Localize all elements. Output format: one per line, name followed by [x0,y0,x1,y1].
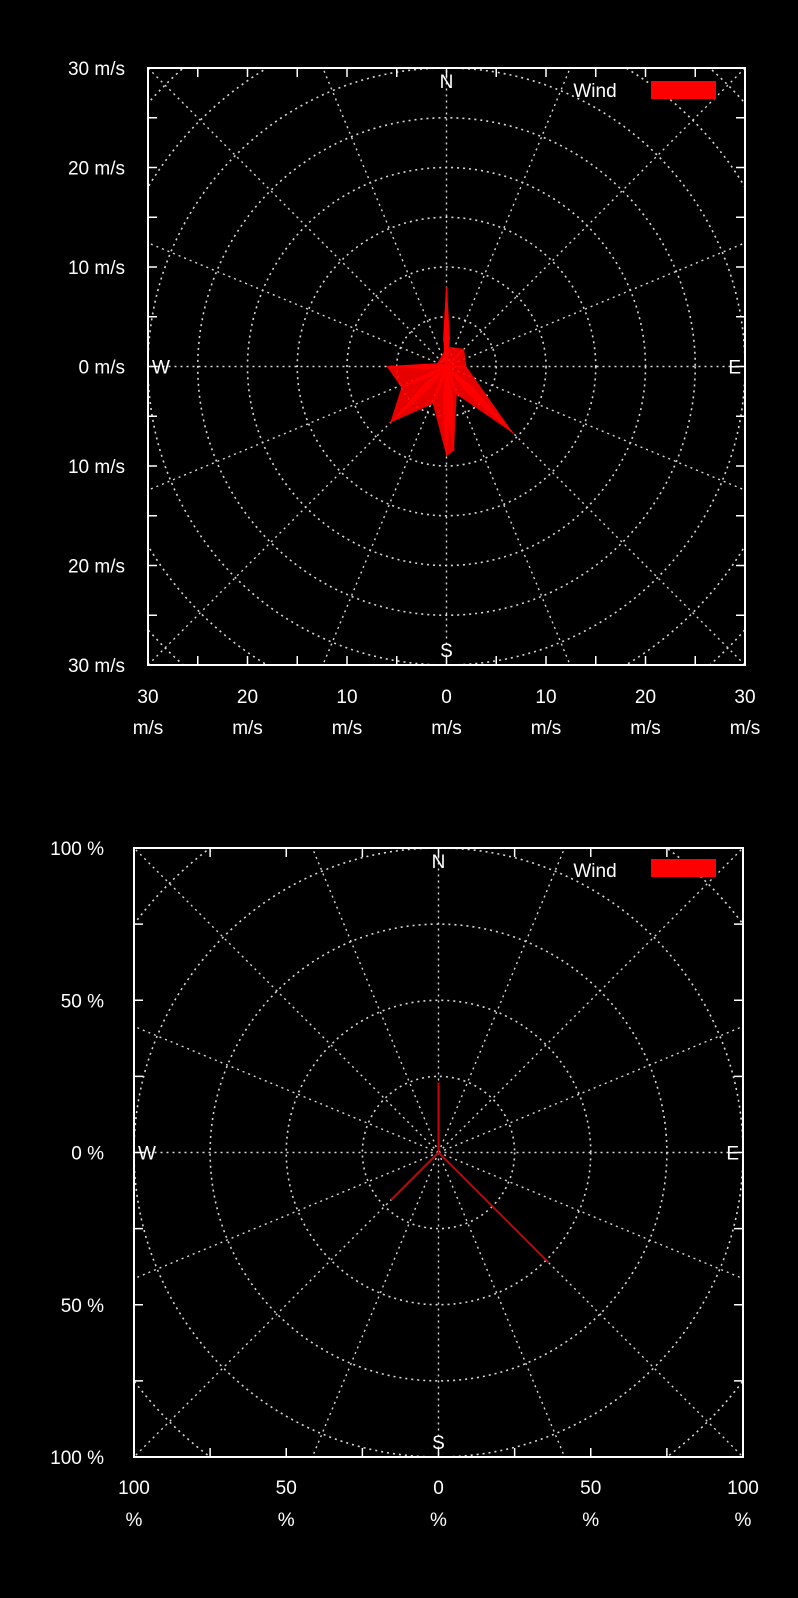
y-tick-label: 0 m/s [79,358,125,379]
x-tick-label-number: 10 [336,687,357,708]
x-tick-label-unit: % [126,1510,143,1531]
legend-label: Wind [573,81,616,102]
polar-grid [134,848,743,1457]
y-tick-label: 10 m/s [68,457,125,478]
compass-north-label: N [432,852,446,873]
grid-spoke [446,365,745,491]
y-tick-label: 100 % [50,1448,104,1469]
compass-west-label: W [152,358,170,379]
grid-spoke [445,68,571,367]
x-tick-label-unit: m/s [730,718,761,739]
compass-east-label: E [728,358,741,379]
grid-spoke [148,242,447,368]
x-tick-label-unit: % [278,1510,295,1531]
wind-rose-chart-1: 30 m/s 20 m/s 10 m/s 0 m/s 10 m/s 20 m/s 30 m/… [68,59,761,739]
x-tick-label-unit: m/s [630,718,661,739]
grid-spoke [148,365,447,491]
x-tick-label-number: 30 [137,687,158,708]
series-wind [390,1082,550,1264]
grid-spoke [311,848,440,1153]
grid-ring [196,116,697,617]
grid-spoke [148,366,447,665]
y-tick-label: 10 m/s [68,258,125,279]
grid-spoke [134,848,439,1153]
x-tick-label-number: 30 [734,687,755,708]
x-tick-label-unit: m/s [431,718,462,739]
grid-spoke [148,68,447,367]
x-tick-label-unit: % [430,1510,447,1531]
y-tick-label: 100 % [50,839,104,860]
grid-spoke [311,1152,440,1457]
y-tick-label: 50 % [61,991,104,1012]
legend-label: Wind [573,861,616,882]
grid-spoke [322,366,448,665]
wind-ray [390,1151,440,1201]
compass-west-label: W [138,1144,156,1165]
wind-area [386,286,514,457]
x-tick-label-number: 20 [635,687,656,708]
grid-spoke [438,1152,743,1457]
y-tick-label: 20 m/s [68,159,125,180]
x-tick-label-number: 50 [276,1478,297,1499]
compass-north-label: N [440,72,454,93]
wind-rose-chart-2: 100 % 50 % 0 % 50 % 100 % 100% 50% 0% 50% 100% N S W… [50,839,759,1531]
grid-spoke [134,1151,439,1280]
compass-east-label: E [726,1144,739,1165]
series-wind [386,286,514,457]
grid-spoke [446,68,745,367]
x-tick-label-number: 100 [118,1478,150,1499]
x-tick-label-number: 50 [580,1478,601,1499]
grid-spoke [438,848,743,1153]
x-tick-label-unit: m/s [332,718,363,739]
grid-ring [296,216,597,517]
grid-spoke [134,1152,439,1457]
x-tick-label-unit: % [735,1510,752,1531]
grid-spoke [437,848,566,1153]
x-tick-label-unit: m/s [133,718,164,739]
x-tick-label-unit: m/s [531,718,562,739]
y-tick-label: 50 % [61,1296,104,1317]
compass-south-label: S [440,641,453,662]
x-tick-label-number: 20 [237,687,258,708]
grid-spoke [446,242,745,368]
wind-ray [437,1151,550,1264]
x-tick-label-unit: m/s [232,718,263,739]
legend-swatch [651,859,716,877]
x-tick-label-number: 0 [433,1478,444,1499]
grid-ring [361,1075,516,1230]
x-tick-label-unit: % [582,1510,599,1531]
compass-south-label: S [432,1433,445,1454]
grid-spoke [446,366,745,665]
grid-spoke [134,1025,439,1154]
grid-spoke [437,1152,566,1457]
grid-ring [285,999,592,1306]
grid-spoke [322,68,448,367]
legend-swatch [651,81,716,99]
x-tick-label-number: 10 [535,687,556,708]
grid-spoke [438,1151,743,1280]
y-tick-label: 20 m/s [68,557,125,578]
y-tick-label: 30 m/s [68,59,125,80]
y-tick-label: 30 m/s [68,656,125,677]
grid-spoke [438,1025,743,1154]
grid-spoke [445,366,571,665]
polar-grid [148,68,745,665]
y-tick-label: 0 % [71,1144,104,1165]
grid-ring [346,266,547,467]
x-tick-label-number: 0 [441,687,452,708]
x-tick-label-number: 100 [727,1478,759,1499]
